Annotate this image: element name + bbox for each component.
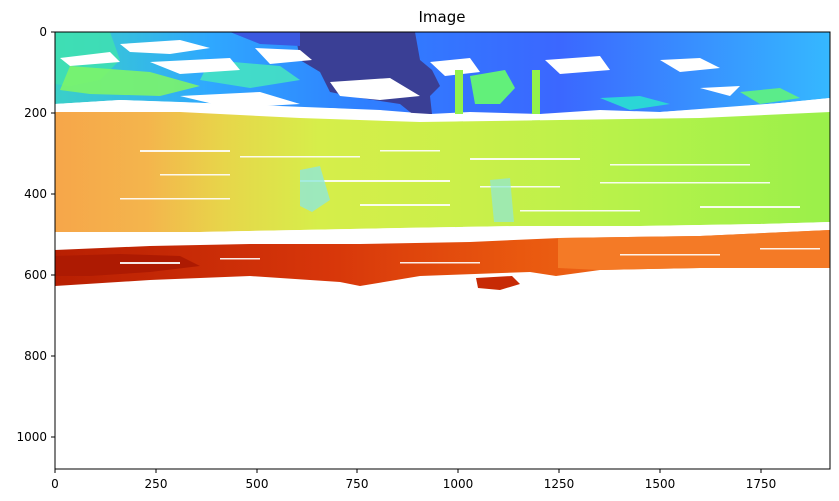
y-tick-label: 0 [39, 25, 47, 39]
x-tick-label: 0 [51, 477, 59, 491]
x-axis: 0 250 500 750 1000 1250 1500 1750 [51, 469, 776, 491]
x-tick-label: 500 [246, 477, 269, 491]
y-tick-label: 800 [24, 349, 47, 363]
x-tick-label: 1250 [544, 477, 575, 491]
x-tick-label: 1750 [746, 477, 777, 491]
axes-frame [54, 31, 831, 470]
y-axis: 0 200 400 600 800 1000 [16, 25, 55, 444]
y-tick-label: 1000 [16, 430, 47, 444]
x-tick-label: 750 [346, 477, 369, 491]
y-tick-label: 200 [24, 106, 47, 120]
y-tick-label: 400 [24, 187, 47, 201]
image-content [55, 32, 830, 469]
x-tick-label: 1500 [645, 477, 676, 491]
figure-title: Image [418, 8, 466, 26]
y-tick-label: 600 [24, 268, 47, 282]
x-tick-label: 250 [145, 477, 168, 491]
x-tick-label: 1000 [443, 477, 474, 491]
